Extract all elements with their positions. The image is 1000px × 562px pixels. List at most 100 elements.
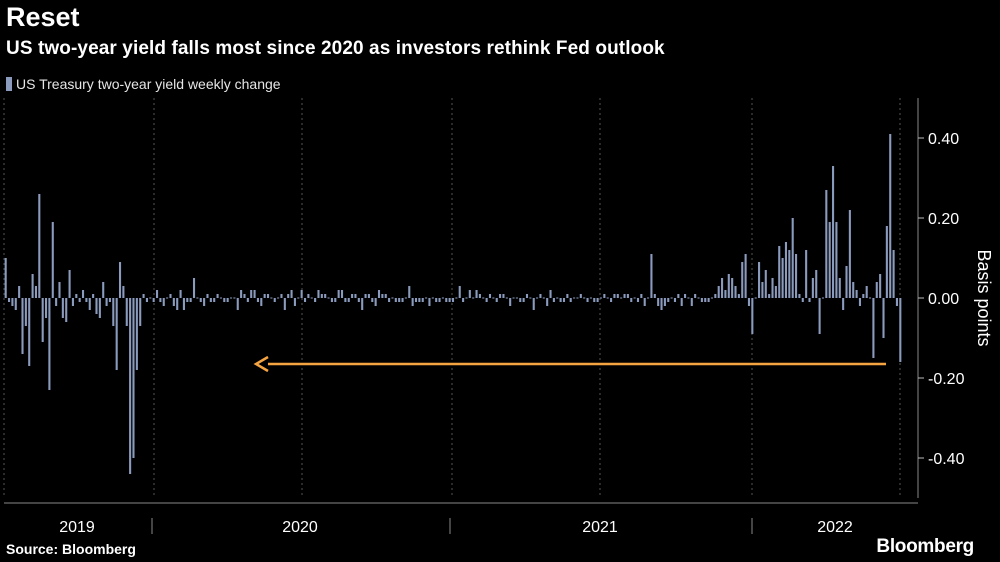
bar: [95, 298, 98, 314]
bar: [68, 270, 71, 298]
bar: [115, 298, 118, 370]
bar: [166, 297, 169, 299]
bar: [367, 294, 370, 298]
bar: [31, 274, 34, 298]
bar: [623, 294, 626, 298]
bar: [394, 298, 397, 302]
bar: [28, 298, 31, 366]
bar: [14, 298, 17, 310]
bar: [895, 298, 898, 306]
y-axis-label: Basis points: [974, 249, 994, 346]
bar: [842, 298, 845, 310]
bar: [78, 298, 81, 302]
bar: [209, 298, 212, 302]
x-tick-label: 2019: [59, 519, 95, 536]
bar: [458, 286, 461, 298]
bar: [741, 262, 744, 298]
bar: [172, 298, 175, 306]
bar: [798, 294, 801, 298]
bar: [606, 297, 609, 299]
bar: [253, 290, 256, 298]
bar: [899, 298, 902, 362]
bar: [825, 190, 828, 298]
bar: [694, 294, 697, 298]
bar: [112, 298, 115, 326]
bar: [499, 294, 502, 298]
bar: [633, 297, 636, 299]
bar: [680, 298, 683, 306]
x-tick-label: 2021: [582, 519, 618, 536]
bar: [317, 290, 320, 298]
bar: [320, 294, 323, 298]
bar: [287, 294, 290, 298]
bar: [536, 297, 539, 299]
bar: [475, 290, 478, 298]
bar: [657, 298, 660, 306]
bar: [549, 290, 552, 298]
bar: [616, 294, 619, 298]
bar: [509, 298, 512, 306]
bar: [263, 294, 266, 298]
bar: [155, 290, 159, 298]
bar: [848, 210, 851, 298]
bar: [845, 266, 848, 298]
bar: [586, 298, 589, 302]
arrow-head: [253, 355, 269, 373]
bar: [710, 297, 714, 299]
bar: [240, 290, 243, 298]
bar: [24, 298, 27, 326]
bar: [620, 297, 623, 299]
bar: [300, 290, 303, 298]
y-tick-label: 0.20: [928, 211, 959, 228]
bar: [502, 294, 505, 298]
bar: [129, 298, 132, 474]
bar: [280, 294, 283, 298]
bar: [515, 297, 518, 299]
bar: [122, 286, 125, 298]
bar: [670, 297, 673, 299]
bar: [468, 290, 471, 298]
annotation-arrow: [253, 355, 886, 373]
bar: [764, 270, 767, 298]
bar: [630, 298, 633, 302]
bar: [869, 297, 872, 299]
bar: [102, 282, 105, 298]
y-tick-label: -0.20: [928, 371, 965, 388]
bar: [559, 298, 562, 302]
bar: [377, 290, 381, 298]
bar: [488, 294, 492, 298]
bar: [465, 297, 468, 299]
bar: [34, 286, 37, 298]
bar: [21, 298, 24, 354]
legend: US Treasury two-year yield weekly change: [6, 76, 281, 92]
bar: [778, 246, 781, 298]
bar: [569, 298, 572, 302]
y-axis: -0.40 -0.20 0.00 0.20 0.40: [918, 131, 965, 468]
bar: [219, 297, 222, 299]
y-tick-label: 0.40: [928, 131, 959, 148]
bar: [182, 298, 185, 310]
bar: [795, 254, 798, 298]
bar: [758, 262, 761, 298]
bar: [236, 298, 239, 310]
bar: [650, 254, 653, 298]
bar: [152, 298, 155, 302]
bar: [105, 298, 108, 306]
bar: [771, 278, 774, 298]
bars: [4, 134, 902, 474]
bar: [243, 294, 246, 298]
bar: [552, 298, 555, 302]
bar: [223, 298, 226, 302]
bar: [196, 297, 199, 299]
bar: [556, 297, 559, 299]
bar: [135, 298, 138, 370]
bar: [189, 298, 192, 302]
bar: [125, 298, 128, 326]
bar: [704, 298, 707, 302]
bar: [364, 294, 367, 298]
bar: [781, 258, 784, 298]
bar: [81, 290, 85, 298]
bar: [673, 298, 677, 302]
x-axis: 2019 2020 2021 2022: [4, 502, 918, 536]
bar: [388, 298, 391, 302]
